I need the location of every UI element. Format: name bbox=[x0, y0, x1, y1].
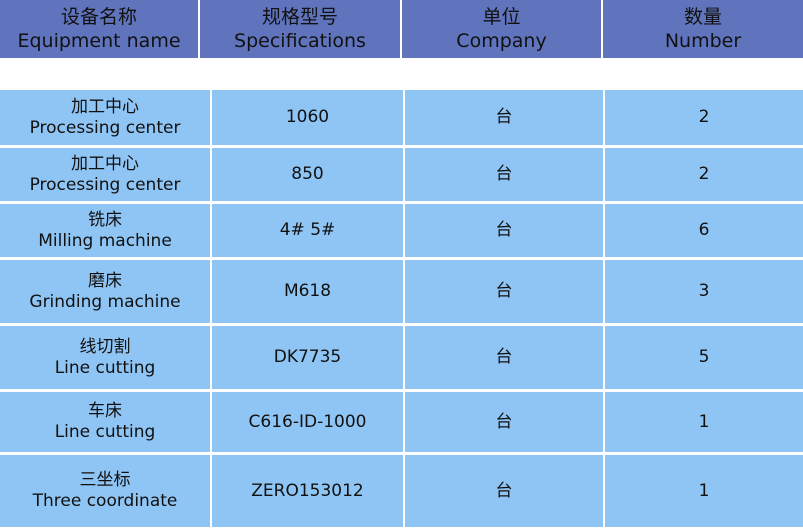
name-zh: 三坐标 bbox=[79, 470, 131, 490]
name-zh: 加工中心 bbox=[71, 153, 139, 174]
quantity-text: 5 bbox=[698, 347, 710, 367]
specification-cell: C616-ID-1000 bbox=[212, 392, 405, 452]
name-zh: 铣床 bbox=[88, 209, 122, 230]
table-row: 加工中心 Processing center 850 台 2 bbox=[0, 148, 803, 204]
equipment-name-cell: 铣床 Milling machine bbox=[0, 204, 212, 257]
specification-cell: 4# 5# bbox=[212, 204, 405, 257]
header-number: 数量 Number bbox=[603, 0, 803, 58]
table-row: 三坐标 Three coordinate ZERO153012 台 1 bbox=[0, 455, 803, 530]
unit-text: 台 bbox=[495, 281, 513, 301]
quantity-cell: 3 bbox=[605, 260, 803, 323]
unit-cell: 台 bbox=[405, 392, 605, 452]
unit-text: 台 bbox=[495, 480, 513, 501]
header-company: 单位 Company bbox=[402, 0, 603, 58]
table-header: 设备名称 Equipment name 规格型号 Specifications 单位… bbox=[0, 0, 803, 58]
quantity-text: 6 bbox=[698, 220, 710, 240]
table-row: 线切割 Line cutting DK7735 台 5 bbox=[0, 326, 803, 392]
quantity-cell: 1 bbox=[605, 455, 803, 527]
table-row: 加工中心 Processing center 1060 台 2 bbox=[0, 90, 803, 148]
name-zh: 线切割 bbox=[79, 336, 131, 357]
unit-cell: 台 bbox=[405, 326, 605, 389]
quantity-cell: 2 bbox=[605, 90, 803, 145]
equipment-name-cell: 车床 Line cutting bbox=[0, 392, 212, 452]
spec-text: DK7735 bbox=[273, 347, 342, 367]
name-zh: 磨床 bbox=[88, 270, 122, 291]
spec-text: M618 bbox=[283, 281, 332, 301]
header-zh: 规格型号 bbox=[261, 6, 338, 28]
unit-cell: 台 bbox=[405, 260, 605, 323]
table-row: 铣床 Milling machine 4# 5# 台 6 bbox=[0, 204, 803, 260]
spec-text: 850 bbox=[291, 164, 324, 184]
spec-text: 1060 bbox=[285, 107, 330, 127]
unit-text: 台 bbox=[495, 164, 513, 184]
quantity-text: 3 bbox=[698, 281, 710, 301]
header-equipment-name: 设备名称 Equipment name bbox=[0, 0, 200, 58]
specification-cell: 1060 bbox=[212, 90, 405, 145]
name-zh: 车床 bbox=[88, 401, 122, 421]
unit-text: 台 bbox=[495, 220, 513, 240]
name-en: Line cutting bbox=[54, 357, 156, 378]
quantity-cell: 1 bbox=[605, 392, 803, 452]
unit-text: 台 bbox=[495, 347, 513, 367]
specification-cell: ZERO153012 bbox=[212, 455, 405, 527]
equipment-name-cell: 加工中心 Processing center bbox=[0, 90, 212, 145]
header-en: Equipment name bbox=[17, 30, 181, 52]
quantity-cell: 5 bbox=[605, 326, 803, 389]
unit-cell: 台 bbox=[405, 90, 605, 145]
unit-cell: 台 bbox=[405, 455, 605, 527]
quantity-text: 1 bbox=[698, 480, 710, 501]
equipment-name-cell: 磨床 Grinding machine bbox=[0, 260, 212, 323]
quantity-text: 2 bbox=[698, 107, 710, 127]
header-en: Number bbox=[664, 30, 742, 52]
unit-cell: 台 bbox=[405, 204, 605, 257]
table-row: 磨床 Grinding machine M618 台 3 bbox=[0, 260, 803, 326]
name-en: Line cutting bbox=[54, 422, 156, 442]
specification-cell: 850 bbox=[212, 148, 405, 201]
name-en: Processing center bbox=[29, 174, 181, 195]
name-en: Grinding machine bbox=[29, 291, 181, 312]
quantity-text: 2 bbox=[698, 164, 710, 184]
quantity-cell: 6 bbox=[605, 204, 803, 257]
header-zh: 单位 bbox=[482, 6, 521, 28]
quantity-text: 1 bbox=[698, 411, 710, 432]
equipment-name-cell: 三坐标 Three coordinate bbox=[0, 455, 212, 527]
spec-text: ZERO153012 bbox=[251, 480, 364, 501]
name-en: Milling machine bbox=[38, 230, 172, 251]
table-body: 加工中心 Processing center 1060 台 2 加工中心 Proces… bbox=[0, 90, 803, 530]
equipment-name-cell: 线切割 Line cutting bbox=[0, 326, 212, 389]
equipment-name-cell: 加工中心 Processing center bbox=[0, 148, 212, 201]
spec-text: 4# 5# bbox=[279, 220, 336, 240]
unit-text: 台 bbox=[495, 411, 513, 432]
header-en: Specifications bbox=[234, 30, 366, 52]
spec-text: C616-ID-1000 bbox=[248, 411, 367, 432]
quantity-cell: 2 bbox=[605, 148, 803, 201]
specification-cell: DK7735 bbox=[212, 326, 405, 389]
table-row: 车床 Line cutting C616-ID-1000 台 1 bbox=[0, 392, 803, 455]
specification-cell: M618 bbox=[212, 260, 405, 323]
unit-cell: 台 bbox=[405, 148, 605, 201]
header-en: Company bbox=[456, 30, 547, 52]
name-zh: 加工中心 bbox=[71, 96, 139, 117]
header-zh: 数量 bbox=[683, 6, 722, 28]
unit-text: 台 bbox=[495, 107, 513, 127]
name-en: Three coordinate bbox=[32, 491, 178, 511]
header-zh: 设备名称 bbox=[60, 6, 137, 28]
name-en: Processing center bbox=[29, 117, 181, 138]
header-specifications: 规格型号 Specifications bbox=[200, 0, 402, 58]
